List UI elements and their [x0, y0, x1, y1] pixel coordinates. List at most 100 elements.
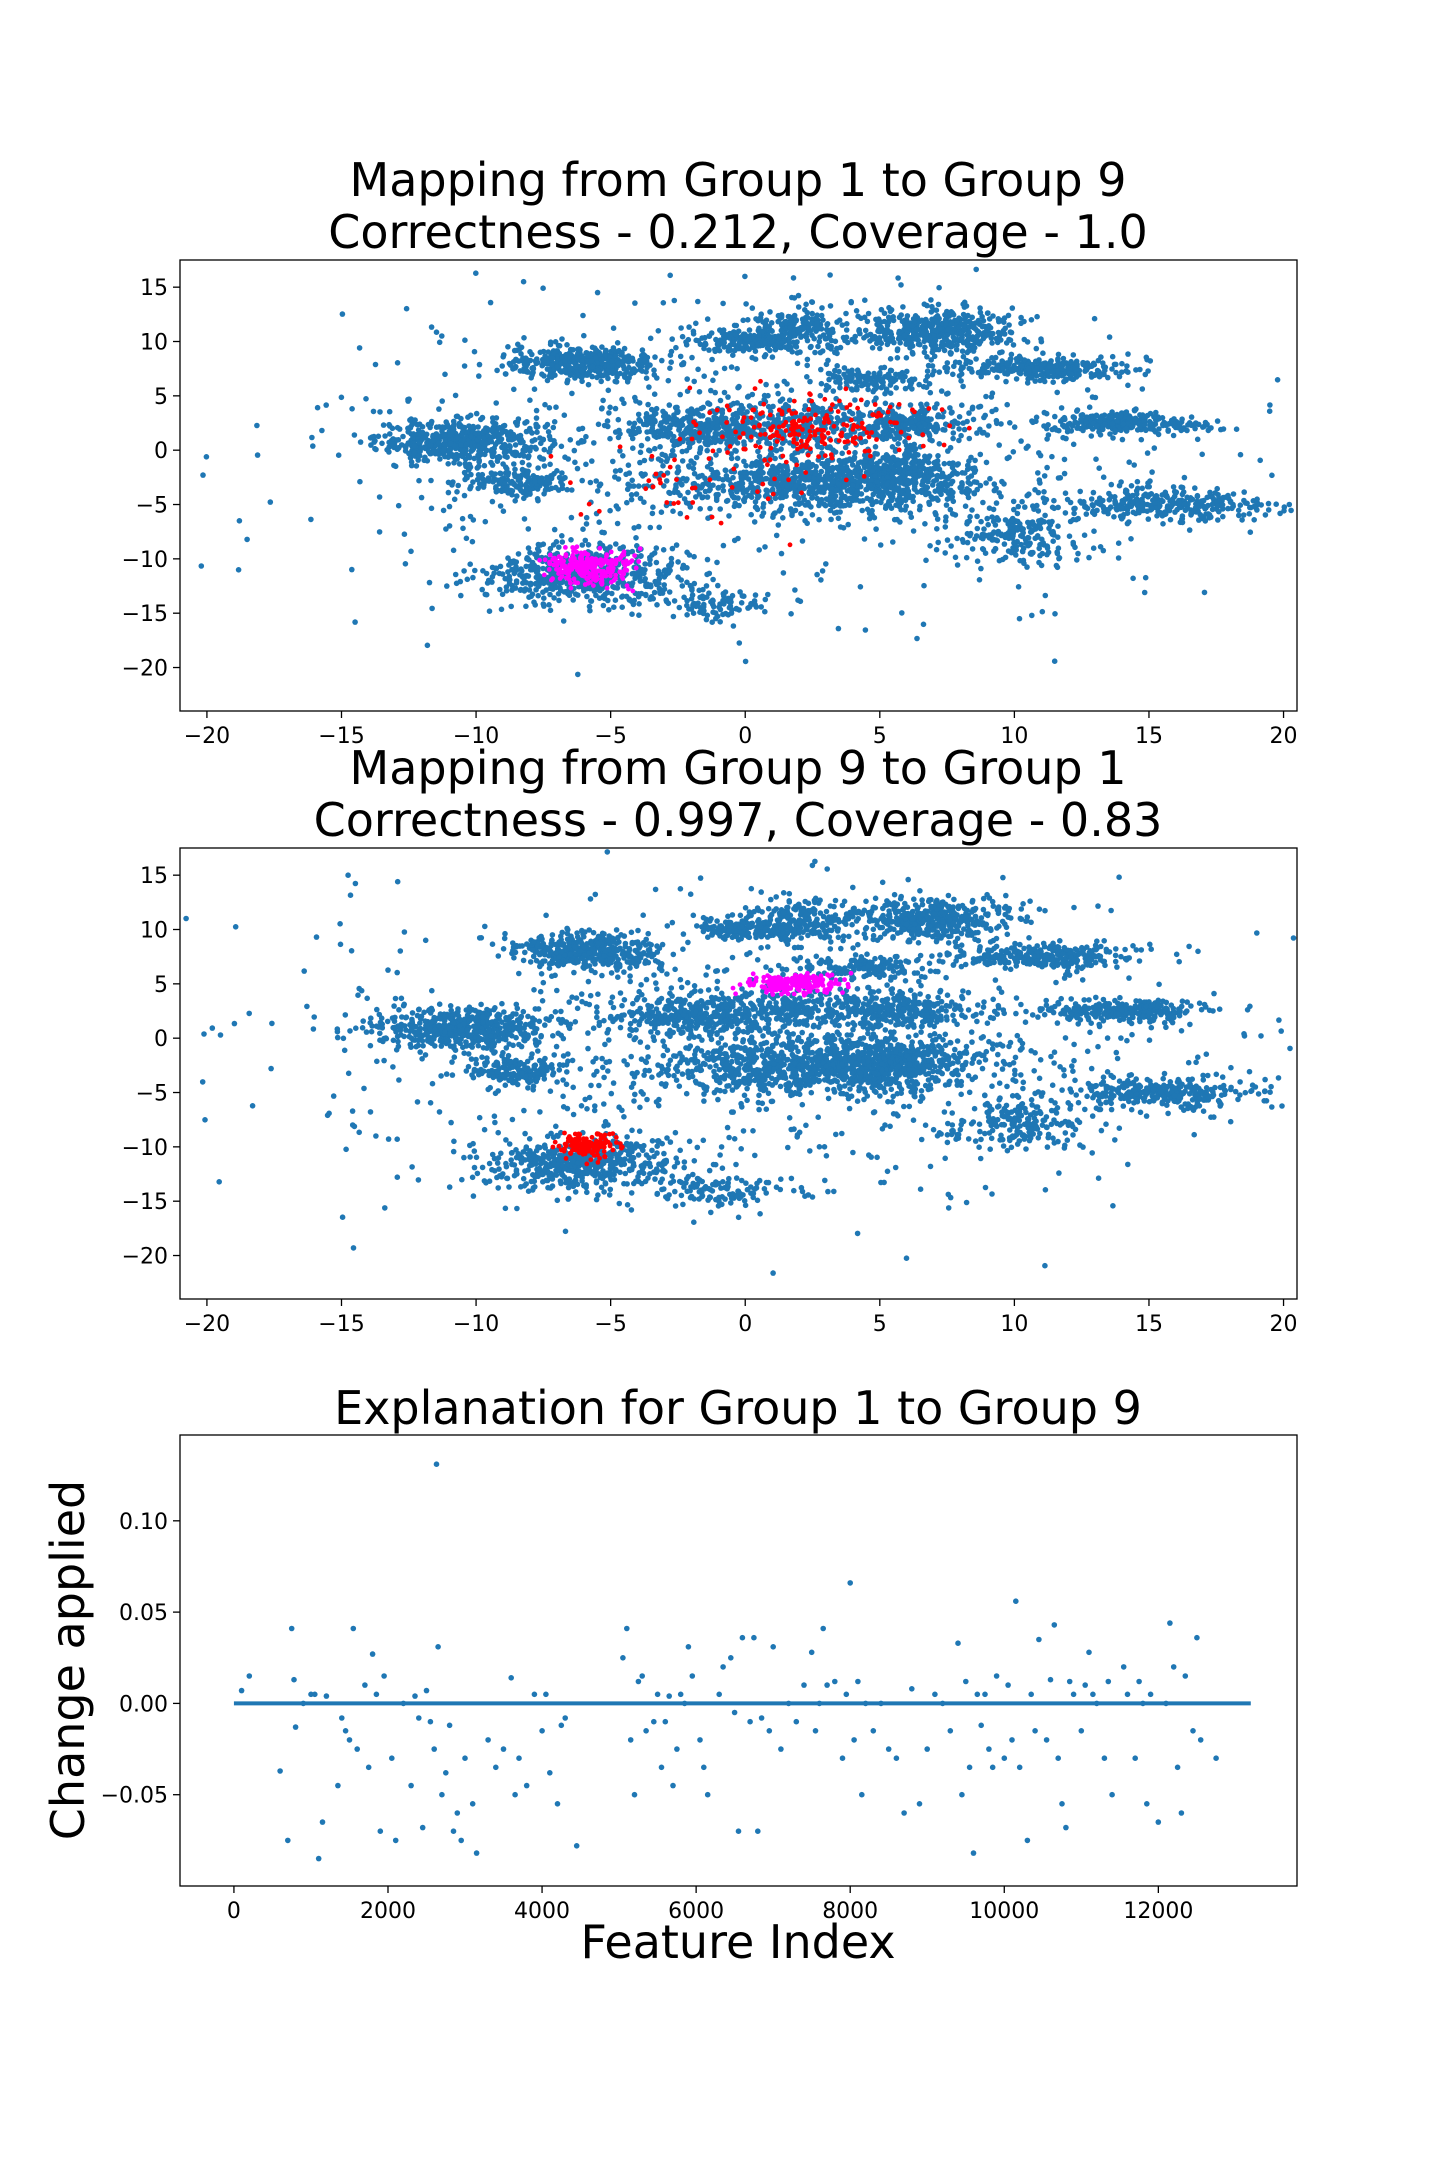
population-point — [934, 473, 940, 479]
population-point — [769, 354, 776, 360]
population-point — [764, 488, 771, 494]
population-point — [821, 486, 827, 493]
population-point — [567, 346, 574, 353]
population-point — [413, 463, 420, 469]
population-point — [579, 542, 586, 548]
population-point — [956, 426, 962, 432]
population-point — [886, 304, 892, 311]
population-point — [422, 435, 429, 441]
population-point — [478, 451, 485, 458]
population-point — [979, 370, 986, 376]
population-point — [1151, 414, 1157, 420]
population-point — [505, 555, 511, 561]
population-point — [809, 512, 816, 518]
population-point — [1038, 338, 1045, 345]
population-point — [677, 492, 683, 499]
population-point — [667, 365, 673, 372]
population-point — [1214, 418, 1221, 424]
population-point — [505, 472, 511, 478]
population-point — [766, 334, 773, 341]
population-point — [834, 350, 840, 357]
population-point — [797, 349, 803, 355]
population-point — [430, 449, 437, 456]
population-point — [594, 488, 601, 494]
population-point — [930, 327, 937, 333]
population-point — [872, 444, 879, 450]
population-point — [1069, 371, 1075, 378]
population-point — [854, 367, 861, 374]
population-point — [792, 474, 799, 481]
population-point — [822, 336, 829, 342]
population-point — [523, 486, 530, 493]
population-point — [601, 422, 608, 429]
population-point — [517, 432, 524, 439]
population-point — [917, 341, 923, 348]
population-point — [946, 460, 953, 467]
population-point — [504, 454, 510, 461]
population-point — [483, 478, 490, 484]
population-point — [411, 449, 418, 456]
population-point — [910, 331, 917, 338]
population-point — [419, 429, 426, 436]
population-point — [867, 482, 874, 488]
population-point — [552, 441, 558, 447]
population-point — [712, 348, 718, 355]
population-point — [581, 332, 587, 339]
population-point — [993, 417, 1000, 424]
population-point — [843, 457, 850, 464]
population-point — [798, 510, 804, 517]
population-point — [846, 375, 853, 381]
population-point — [763, 321, 769, 328]
population-point — [979, 323, 986, 330]
population-point — [917, 464, 924, 470]
population-point — [1192, 425, 1198, 432]
population-point — [888, 463, 894, 470]
population-point — [837, 509, 843, 515]
population-point — [943, 320, 949, 326]
population-point — [912, 313, 919, 319]
population-point — [1041, 409, 1048, 416]
population-point — [904, 323, 910, 330]
population-point — [436, 406, 442, 412]
population-point — [986, 360, 992, 366]
population-point — [679, 481, 685, 488]
population-point — [407, 455, 414, 461]
population-point — [717, 327, 723, 333]
population-point — [909, 386, 915, 392]
population-point — [941, 460, 948, 467]
population-point — [864, 318, 871, 325]
population-point — [609, 590, 615, 597]
population-point — [877, 345, 883, 352]
population-point — [1037, 452, 1044, 459]
population-point — [931, 478, 937, 485]
population-point — [541, 603, 547, 609]
population-point — [932, 405, 938, 411]
population-point — [965, 479, 971, 486]
population-point — [977, 482, 984, 489]
population-point — [369, 434, 376, 440]
population-point — [948, 350, 954, 356]
population-point — [935, 413, 941, 420]
population-point — [928, 416, 934, 423]
population-point — [1061, 423, 1068, 429]
population-point — [476, 481, 483, 487]
population-point — [496, 570, 503, 577]
population-point — [560, 618, 567, 624]
population-point — [621, 371, 628, 378]
population-point — [950, 312, 957, 318]
population-point — [1184, 427, 1190, 434]
population-point — [852, 379, 858, 386]
population-point — [1233, 426, 1240, 433]
population-point — [600, 593, 607, 599]
population-point — [942, 312, 948, 318]
population-point — [804, 309, 811, 316]
population-point — [795, 500, 802, 507]
population-point — [1037, 480, 1043, 486]
population-point — [733, 419, 739, 425]
population-point — [793, 344, 800, 350]
population-point — [644, 436, 651, 442]
population-point — [832, 338, 839, 345]
population-point — [896, 475, 903, 482]
population-point — [599, 360, 605, 366]
population-point — [387, 431, 393, 437]
